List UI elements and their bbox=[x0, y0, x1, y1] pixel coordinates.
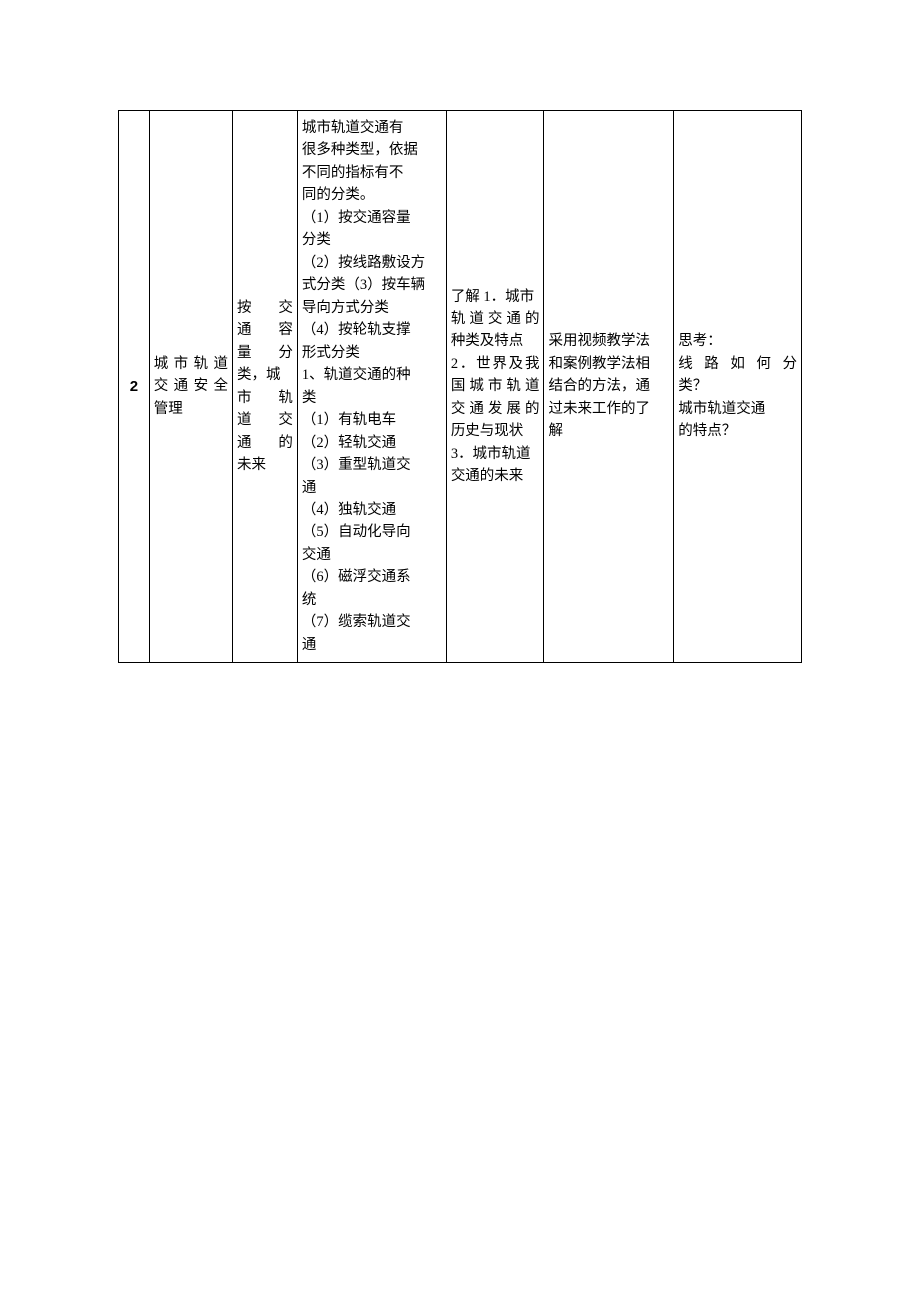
text-line: 交通的未来 bbox=[451, 465, 540, 487]
text-line: （5）自动化导向 bbox=[302, 521, 442, 543]
text-line: 类，城 bbox=[237, 364, 293, 386]
text-line: （4）按轮轨支撑 bbox=[302, 319, 442, 341]
text-line: 道交 bbox=[237, 409, 293, 431]
text-line: 按交 bbox=[237, 297, 293, 319]
text-line: 1、轨道交通的种 bbox=[302, 364, 442, 386]
text-line: 统 bbox=[302, 589, 442, 611]
text-line: 市轨 bbox=[237, 387, 293, 409]
text-line: 通 bbox=[302, 477, 442, 499]
cell-subtopic: 按交通容量分类，城市轨道交通的未来 bbox=[233, 111, 298, 663]
text-line: （2）按线路敷设方 bbox=[302, 252, 442, 274]
text-line: 城市轨道交通有 bbox=[302, 117, 442, 139]
document-page: 2 城市轨道交通安全管理 按交通容量分类，城市轨道交通的未来 城市轨道交通有很多… bbox=[0, 0, 920, 1302]
text-line: 类 bbox=[302, 387, 442, 409]
text-line: （1）按交通容量 bbox=[302, 207, 442, 229]
text-line: 未来 bbox=[237, 454, 293, 476]
text-line: 量分 bbox=[237, 342, 293, 364]
text-line: 分类 bbox=[302, 229, 442, 251]
text-line: （3）重型轨道交 bbox=[302, 454, 442, 476]
text-line: 2．世界及我 bbox=[451, 353, 540, 375]
text-line: 交通安全 bbox=[154, 375, 228, 397]
text-line: 管理 bbox=[154, 398, 228, 420]
text-line: 的特点？ bbox=[678, 420, 797, 442]
cell-index: 2 bbox=[119, 111, 150, 663]
text-line: （1）有轨电车 bbox=[302, 409, 442, 431]
text-line: 国城市轨道 bbox=[451, 375, 540, 397]
text-line: 种类及特点 bbox=[451, 330, 540, 352]
text-line: 历史与现状 bbox=[451, 420, 540, 442]
text-line: 解 bbox=[548, 420, 669, 442]
text-line: 交通发展的 bbox=[451, 398, 540, 420]
text-line: 形式分类 bbox=[302, 342, 442, 364]
text-line: 和案例教学法相 bbox=[548, 353, 669, 375]
text-line: 城市轨道 bbox=[154, 353, 228, 375]
text-line: 类？ bbox=[678, 375, 797, 397]
text-line: 结合的方法，通 bbox=[548, 375, 669, 397]
text-line: 式分类（3）按车辆 bbox=[302, 274, 442, 296]
lesson-plan-table: 2 城市轨道交通安全管理 按交通容量分类，城市轨道交通的未来 城市轨道交通有很多… bbox=[118, 110, 802, 663]
text-line: 很多种类型，依据 bbox=[302, 139, 442, 161]
text-line: 采用视频教学法 bbox=[548, 330, 669, 352]
text-line: 同的分类。 bbox=[302, 184, 442, 206]
cell-content: 城市轨道交通有很多种类型，依据不同的指标有不同的分类。（1）按交通容量分类（2）… bbox=[297, 111, 446, 663]
text-line: （7）缆索轨道交 bbox=[302, 611, 442, 633]
text-line: （6）磁浮交通系 bbox=[302, 566, 442, 588]
text-line: 导向方式分类 bbox=[302, 297, 442, 319]
cell-objectives: 了解 1．城市轨道交通的种类及特点2．世界及我国城市轨道交通发展的历史与现状3．… bbox=[446, 111, 544, 663]
table-row: 2 城市轨道交通安全管理 按交通容量分类，城市轨道交通的未来 城市轨道交通有很多… bbox=[119, 111, 802, 663]
text-line: 不同的指标有不 bbox=[302, 162, 442, 184]
text-line: 了解 1．城市 bbox=[451, 286, 540, 308]
text-line: 思考： bbox=[678, 330, 797, 352]
text-line: 交通 bbox=[302, 544, 442, 566]
text-line: 通容 bbox=[237, 319, 293, 341]
cell-homework: 思考：线路如何分类？城市轨道交通的特点？ bbox=[674, 111, 802, 663]
text-line: 过未来工作的了 bbox=[548, 398, 669, 420]
text-line: 通 bbox=[302, 634, 442, 656]
text-line: 城市轨道交通 bbox=[678, 398, 797, 420]
text-line: 通的 bbox=[237, 432, 293, 454]
text-line: 3．城市轨道 bbox=[451, 443, 540, 465]
text-line: 线路如何分 bbox=[678, 353, 797, 375]
cell-methods: 采用视频教学法和案例教学法相结合的方法，通过未来工作的了解 bbox=[544, 111, 674, 663]
cell-topic: 城市轨道交通安全管理 bbox=[149, 111, 232, 663]
text-line: （2）轻轨交通 bbox=[302, 432, 442, 454]
text-line: （4）独轨交通 bbox=[302, 499, 442, 521]
text-line: 轨道交通的 bbox=[451, 308, 540, 330]
